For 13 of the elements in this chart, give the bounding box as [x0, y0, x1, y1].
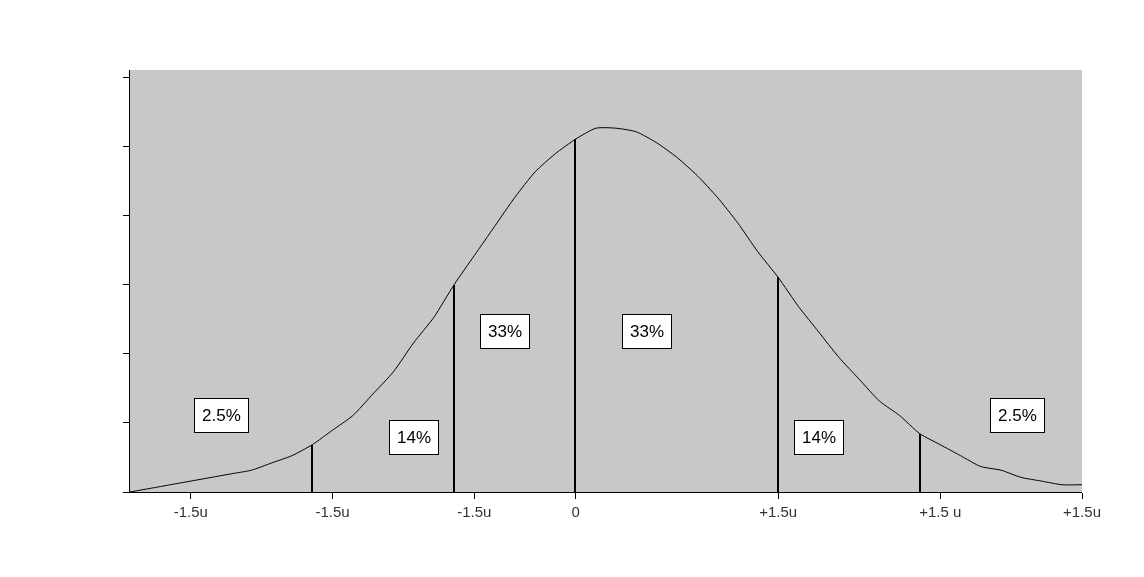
- x-tick-label: +1.5u: [1063, 503, 1101, 520]
- annotation: 14%: [397, 428, 432, 447]
- annotation: 2.5%: [202, 406, 241, 425]
- x-tick-label: -1.5u: [173, 503, 208, 520]
- annotation: 2.5%: [998, 406, 1037, 425]
- annotation: 33%: [630, 322, 665, 341]
- x-tick-label: +1.5u: [759, 503, 798, 520]
- x-tick-label: +1.5 u: [919, 503, 962, 520]
- x-tick-label: -1.5u: [315, 503, 350, 520]
- annotation: 14%: [802, 428, 837, 447]
- x-tick-label: -1.5u: [457, 503, 492, 520]
- annotation: 33%: [488, 322, 523, 341]
- x-tick-label: 0: [571, 503, 580, 520]
